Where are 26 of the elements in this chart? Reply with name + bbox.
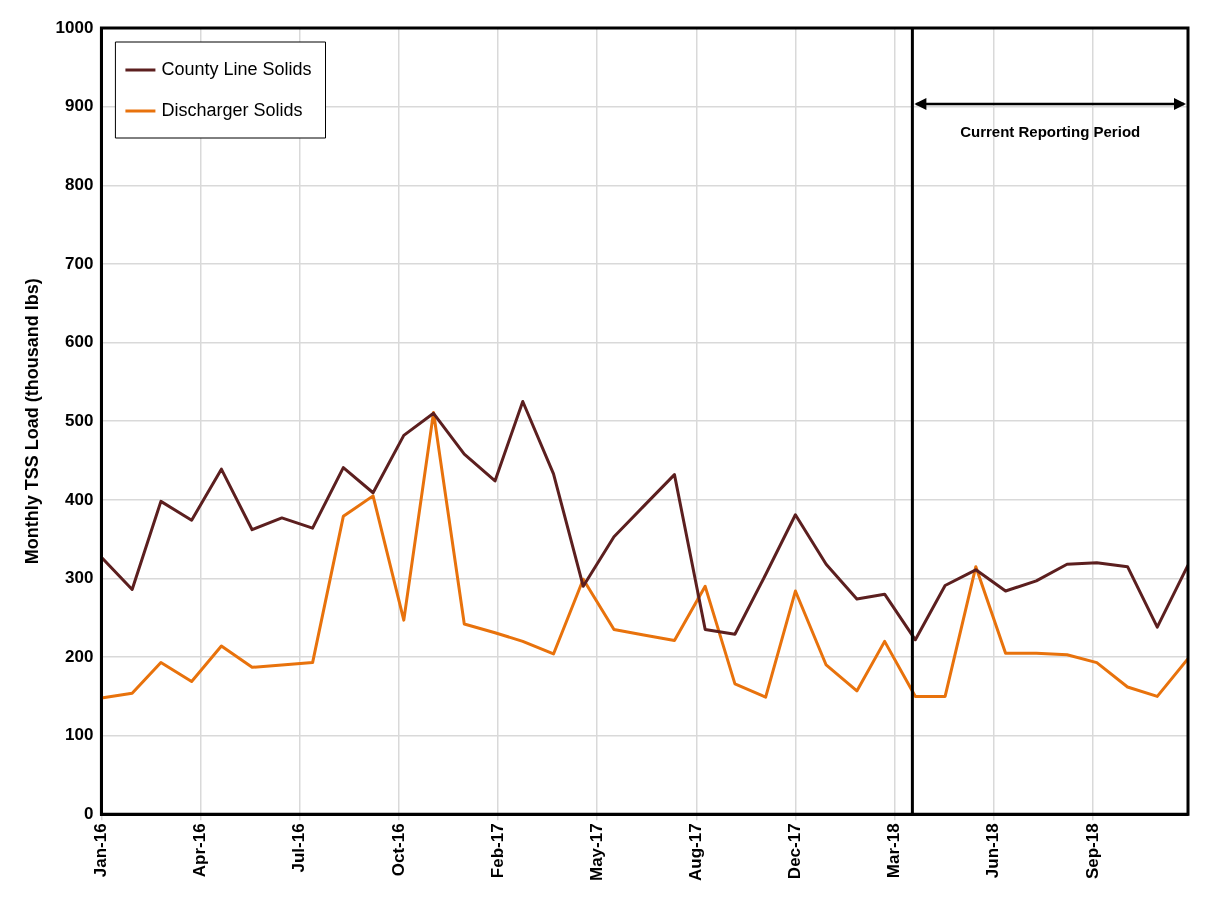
y-tick-label: 0 (83, 804, 94, 824)
x-tick-label: Jun-18 (983, 823, 1003, 879)
x-tick-label: Dec-17 (785, 823, 805, 880)
x-tick-label: May-17 (586, 823, 606, 881)
x-tick-label: Jan-16 (91, 823, 111, 878)
y-tick-label: 200 (65, 646, 94, 666)
y-tick-label: 600 (65, 332, 94, 352)
y-tick-label: 400 (65, 489, 94, 509)
y-tick-label: 900 (65, 96, 94, 116)
x-tick-label: Jul-16 (289, 823, 309, 873)
y-tick-label: 100 (65, 725, 94, 745)
legend-label: County Line Solids (161, 58, 312, 79)
y-tick-label: 500 (65, 410, 94, 430)
y-tick-label: 700 (65, 253, 94, 273)
y-tick-label: 800 (65, 174, 94, 194)
legend-label: Discharger Solids (161, 99, 303, 120)
x-tick-label: Aug-17 (685, 823, 705, 881)
x-tick-label: Feb-17 (487, 823, 507, 879)
x-tick-label: Oct-16 (388, 823, 408, 877)
y-axis-title: Monthly TSS Load (thousand lbs) (21, 278, 42, 565)
y-tick-label: 1000 (55, 17, 94, 37)
x-tick-label: Sep-18 (1082, 823, 1102, 880)
x-tick-label: Mar-18 (884, 823, 904, 879)
x-tick-label: Apr-16 (190, 823, 210, 878)
y-tick-label: 300 (65, 568, 94, 588)
annotation: Current Reporting Period (960, 123, 1141, 141)
